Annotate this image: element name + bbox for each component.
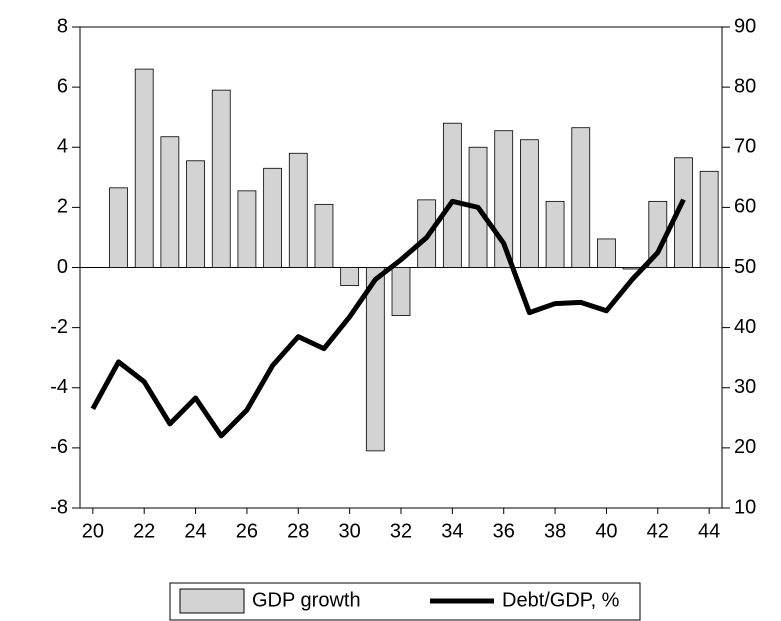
bar [622, 267, 642, 270]
bar [365, 267, 385, 452]
y-tick-label: -6 [50, 436, 68, 458]
y-tick-label: 8 [57, 15, 68, 37]
legend-label: Debt/GDP, % [502, 589, 620, 611]
x-tick-label: 32 [390, 520, 412, 542]
bar [571, 127, 591, 268]
y2-tick-label: 20 [734, 436, 756, 458]
y-tick-label: 2 [57, 196, 68, 218]
x-tick-label: 38 [544, 520, 566, 542]
legend [169, 582, 641, 621]
x-tick-label: 20 [82, 520, 104, 542]
bar [211, 89, 231, 268]
y2-tick-label: 50 [734, 256, 756, 278]
x-tick-label: 24 [184, 520, 206, 542]
y2-tick-label: 40 [734, 316, 756, 338]
y-tick-label: 0 [57, 256, 68, 278]
x-tick-label: 26 [236, 520, 258, 542]
x-tick-label: 28 [287, 520, 309, 542]
x-tick-label: 36 [493, 520, 515, 542]
y2-tick-label: 30 [734, 376, 756, 398]
legend-swatch [179, 588, 245, 614]
y-tick-label: 6 [57, 75, 68, 97]
legend-label: GDP growth [252, 589, 361, 611]
y2-tick-label: 10 [734, 496, 756, 518]
bar [699, 170, 719, 268]
bar [263, 167, 282, 268]
bar [314, 203, 334, 268]
bar [186, 160, 205, 268]
bar [134, 68, 154, 268]
y2-tick-label: 80 [734, 75, 756, 97]
bar [340, 267, 360, 286]
line [90, 198, 686, 439]
y-tick-label: -2 [50, 316, 68, 338]
x-tick-label: 22 [133, 520, 155, 542]
bar [597, 238, 616, 268]
x-tick-label: 34 [441, 520, 463, 542]
y2-tick-label: 90 [734, 15, 756, 37]
bar [545, 200, 565, 268]
legend-box [169, 582, 641, 621]
y2-tick-label: 70 [734, 136, 756, 158]
bar [160, 136, 180, 268]
x-tick-label: 40 [595, 520, 617, 542]
x-tick-label: 42 [647, 520, 669, 542]
y-tick-label: -4 [50, 376, 68, 398]
x-tick-label: 30 [339, 520, 361, 542]
bar [109, 187, 128, 268]
bar [520, 139, 539, 268]
y-tick-label: 4 [57, 136, 68, 158]
y2-tick-label: 60 [734, 196, 756, 218]
bar [288, 152, 308, 268]
bar [237, 190, 257, 268]
bar [391, 267, 411, 316]
bar [442, 122, 462, 268]
y-tick-label: -8 [50, 496, 68, 518]
x-tick-label: 44 [698, 520, 720, 542]
